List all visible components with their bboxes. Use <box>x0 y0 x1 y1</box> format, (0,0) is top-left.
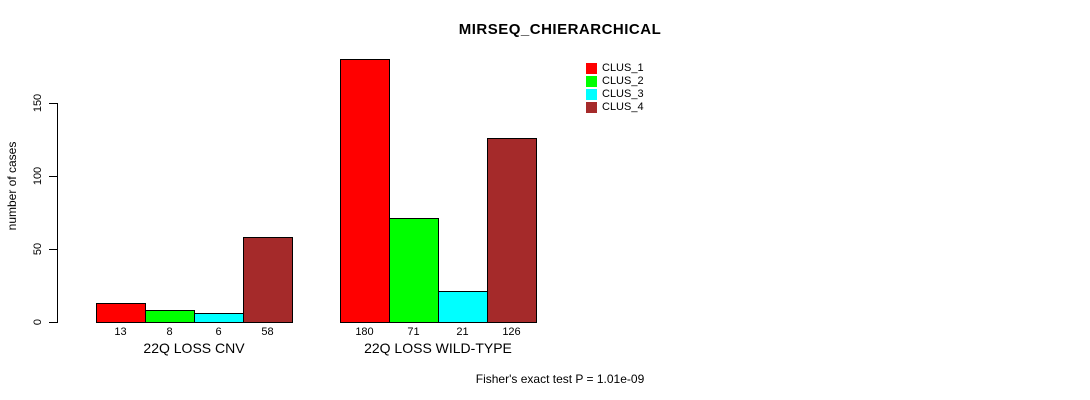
legend-item: CLUS_4 <box>586 101 644 114</box>
legend: CLUS_1 CLUS_2 CLUS_3 CLUS_4 <box>586 62 644 114</box>
bar-value-label: 58 <box>261 326 274 338</box>
bar-value-label: 6 <box>215 326 222 338</box>
bar-CLUS_3 <box>194 313 244 323</box>
chart-title: MIRSEQ_CHIERARCHICAL <box>458 21 662 38</box>
group-label: 22Q LOSS WILD-TYPE <box>364 340 512 356</box>
y-tick <box>49 176 58 177</box>
bar-value-label: 126 <box>502 326 521 338</box>
bar-CLUS_1 <box>340 59 390 323</box>
legend-item-label: CLUS_1 <box>602 62 644 74</box>
y-tick <box>49 322 58 323</box>
bar-CLUS_4 <box>487 138 537 323</box>
legend-item: CLUS_1 <box>586 62 644 75</box>
legend-swatch-icon <box>586 102 597 113</box>
legend-swatch-icon <box>586 63 597 74</box>
legend-item: CLUS_3 <box>586 88 644 101</box>
bar-CLUS_4 <box>243 237 293 323</box>
bar-value-label: 71 <box>407 326 420 338</box>
y-tick-label: 50 <box>32 242 44 256</box>
y-axis-label: number of cases <box>5 141 19 231</box>
y-tick-label: 0 <box>32 318 44 326</box>
y-tick-label: 150 <box>32 93 44 113</box>
legend-item-label: CLUS_3 <box>602 88 644 100</box>
bar-CLUS_3 <box>438 291 488 323</box>
bar-value-label: 180 <box>355 326 374 338</box>
legend-item-label: CLUS_4 <box>602 101 644 113</box>
legend-item: CLUS_2 <box>586 75 644 88</box>
bar-value-label: 13 <box>114 326 127 338</box>
y-tick <box>49 249 58 250</box>
y-tick <box>49 103 58 104</box>
legend-item-label: CLUS_2 <box>602 75 644 87</box>
footer-annotation: Fisher's exact test P = 1.01e-09 <box>475 372 645 386</box>
group-label: 22Q LOSS CNV <box>143 340 245 356</box>
legend-swatch-icon <box>586 89 597 100</box>
y-axis-line <box>57 103 58 323</box>
bar-CLUS_1 <box>96 303 146 323</box>
legend-swatch-icon <box>586 76 597 87</box>
bar-CLUS_2 <box>389 218 439 323</box>
bar-value-label: 8 <box>166 326 173 338</box>
bar-CLUS_2 <box>145 310 195 323</box>
bar-value-label: 21 <box>456 326 469 338</box>
y-tick-label: 100 <box>32 166 44 186</box>
